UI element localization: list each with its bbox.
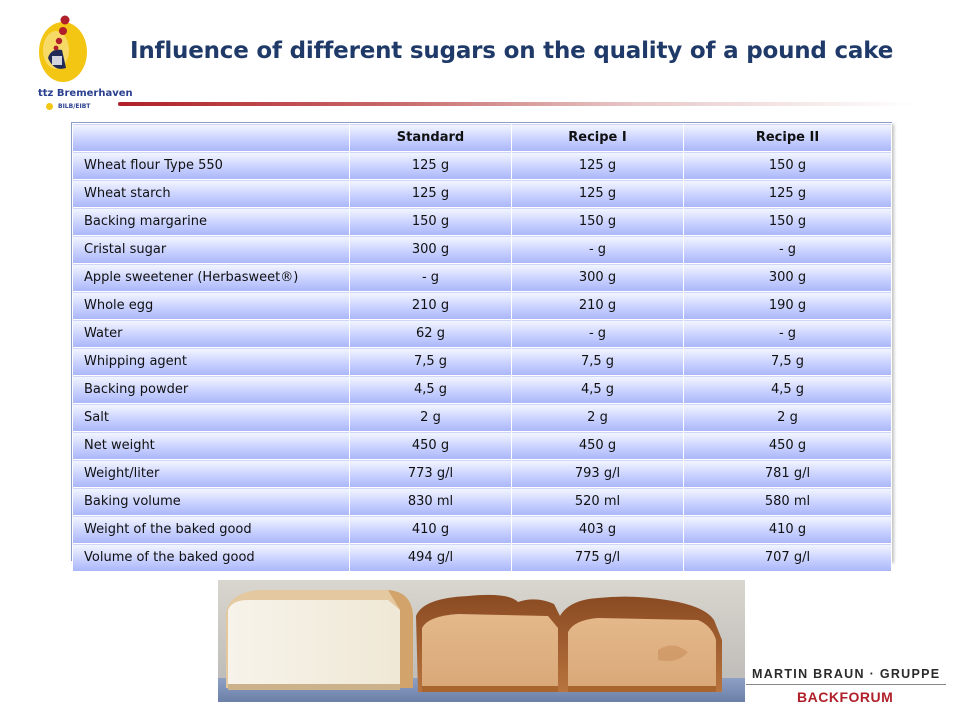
value-cell: 150 g — [349, 207, 512, 236]
value-cell: 707 g/l — [683, 543, 892, 572]
table-row: Baking volume 830 ml 520 ml 580 ml — [72, 487, 892, 516]
value-cell: 300 g — [511, 263, 684, 292]
brand-martin-braun: MARTIN BRAUN · GRUPPE — [752, 667, 941, 681]
logo-sub: BILB/EIBT — [58, 103, 91, 110]
ingredient-cell: Volume of the baked good — [72, 543, 350, 572]
value-cell: 300 g — [349, 235, 512, 264]
value-cell: 450 g — [511, 431, 684, 460]
value-cell: - g — [511, 235, 684, 264]
brand-backforum: BACKFORUM — [797, 689, 894, 705]
ingredient-cell: Cristal sugar — [72, 235, 350, 264]
column-header: Recipe II — [683, 123, 892, 152]
value-cell: 125 g — [511, 179, 684, 208]
ingredient-cell: Backing powder — [72, 375, 350, 404]
ingredient-cell: Weight/liter — [72, 459, 350, 488]
value-cell: - g — [683, 319, 892, 348]
value-cell: 2 g — [511, 403, 684, 432]
logo-dot-icon — [46, 103, 53, 110]
value-cell: 4,5 g — [349, 375, 512, 404]
table-row: Backing margarine 150 g 150 g 150 g — [72, 207, 892, 236]
column-header: Recipe I — [511, 123, 684, 152]
value-cell: 830 ml — [349, 487, 512, 516]
value-cell: 494 g/l — [349, 543, 512, 572]
ingredient-cell: Baking volume — [72, 487, 350, 516]
cake-standard — [225, 590, 414, 690]
value-cell: 125 g — [349, 151, 512, 180]
table-row: Wheat starch 125 g 125 g 125 g — [72, 179, 892, 208]
table-header-row: Standard Recipe I Recipe II — [72, 123, 892, 152]
ttz-logo: ttz Bremerhaven BILB/EIBT — [18, 10, 133, 110]
value-cell: 580 ml — [683, 487, 892, 516]
value-cell: 125 g — [511, 151, 684, 180]
table-row: Backing powder 4,5 g 4,5 g 4,5 g — [72, 375, 892, 404]
ttz-logo-mark-icon — [39, 15, 87, 82]
ingredient-cell: Apple sweetener (Herbasweet®) — [72, 263, 350, 292]
logo-name: ttz Bremerhaven — [38, 88, 133, 99]
ingredient-cell: Backing margarine — [72, 207, 350, 236]
value-cell: 210 g — [511, 291, 684, 320]
value-cell: 7,5 g — [511, 347, 684, 376]
value-cell: 125 g — [349, 179, 512, 208]
value-cell: - g — [511, 319, 684, 348]
table-row: Cristal sugar 300 g - g - g — [72, 235, 892, 264]
ingredient-cell: Whipping agent — [72, 347, 350, 376]
ingredient-cell: Wheat starch — [72, 179, 350, 208]
value-cell: 7,5 g — [349, 347, 512, 376]
table-row: Wheat flour Type 550 125 g 125 g 150 g — [72, 151, 892, 180]
table-row: Water 62 g - g - g — [72, 319, 892, 348]
table-row: Net weight 450 g 450 g 450 g — [72, 431, 892, 460]
value-cell: 793 g/l — [511, 459, 684, 488]
column-header: Standard — [349, 123, 512, 152]
page-title: Influence of different sugars on the qua… — [130, 38, 894, 64]
ingredient-cell: Water — [72, 319, 350, 348]
value-cell: 190 g — [683, 291, 892, 320]
value-cell: 410 g — [683, 515, 892, 544]
value-cell: 781 g/l — [683, 459, 892, 488]
value-cell: 520 ml — [511, 487, 684, 516]
brand-divider — [746, 684, 946, 685]
table-row: Weight/liter 773 g/l 793 g/l 781 g/l — [72, 459, 892, 488]
value-cell: 450 g — [683, 431, 892, 460]
value-cell: 62 g — [349, 319, 512, 348]
column-header — [72, 123, 350, 152]
table-row: Volume of the baked good 494 g/l 775 g/l… — [72, 543, 892, 572]
value-cell: 210 g — [349, 291, 512, 320]
table-row: Weight of the baked good 410 g 403 g 410… — [72, 515, 892, 544]
value-cell: 773 g/l — [349, 459, 512, 488]
value-cell: 410 g — [349, 515, 512, 544]
ingredient-cell: Weight of the baked good — [72, 515, 350, 544]
table-row: Whipping agent 7,5 g 7,5 g 7,5 g — [72, 347, 892, 376]
value-cell: 775 g/l — [511, 543, 684, 572]
value-cell: 150 g — [683, 151, 892, 180]
ingredient-cell: Whole egg — [72, 291, 350, 320]
cake-recipe-1 — [416, 594, 564, 692]
pound-cake-photo — [218, 580, 745, 702]
table-row: Apple sweetener (Herbasweet®) - g 300 g … — [72, 263, 892, 292]
value-cell: 4,5 g — [683, 375, 892, 404]
cake-recipe-2 — [558, 596, 722, 692]
title-divider — [118, 102, 918, 106]
value-cell: 2 g — [349, 403, 512, 432]
table-row: Salt 2 g 2 g 2 g — [72, 403, 892, 432]
recipe-table: Standard Recipe I Recipe II Wheat flour … — [71, 122, 892, 572]
value-cell: 4,5 g — [511, 375, 684, 404]
value-cell: - g — [683, 235, 892, 264]
ingredient-cell: Wheat flour Type 550 — [72, 151, 350, 180]
value-cell: 150 g — [683, 207, 892, 236]
value-cell: 300 g — [683, 263, 892, 292]
value-cell: 125 g — [683, 179, 892, 208]
value-cell: 403 g — [511, 515, 684, 544]
value-cell: 450 g — [349, 431, 512, 460]
value-cell: 2 g — [683, 403, 892, 432]
ingredient-cell: Net weight — [72, 431, 350, 460]
value-cell: - g — [349, 263, 512, 292]
ingredient-cell: Salt — [72, 403, 350, 432]
value-cell: 150 g — [511, 207, 684, 236]
table-row: Whole egg 210 g 210 g 190 g — [72, 291, 892, 320]
value-cell: 7,5 g — [683, 347, 892, 376]
